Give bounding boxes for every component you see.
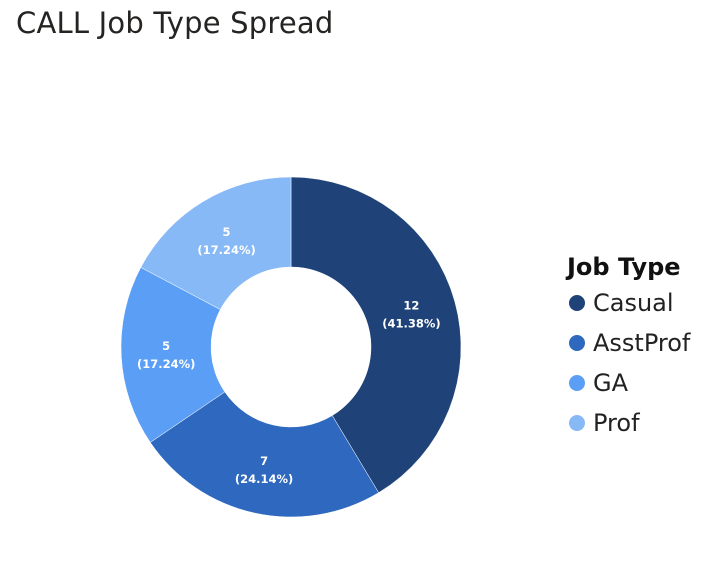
legend-dot-icon xyxy=(569,335,585,351)
legend-item-casual[interactable]: Casual xyxy=(567,283,690,323)
slice-percent-label: (41.38%) xyxy=(382,317,440,331)
legend-item-asstprof[interactable]: AsstProf xyxy=(567,323,690,363)
legend-dot-icon xyxy=(569,375,585,391)
slice-labels: 12 (41.38%) 7 (24.14%) 5 (17.24%) 5 (17.24%) xyxy=(137,225,441,486)
slice-casual[interactable] xyxy=(290,176,462,494)
legend-item-ga[interactable]: GA xyxy=(567,363,690,403)
slice-ga[interactable] xyxy=(120,267,226,443)
legend-dot-icon xyxy=(569,295,585,311)
legend-label: AsstProf xyxy=(593,329,691,357)
legend-label: Prof xyxy=(593,409,640,437)
slice-percent-label: (17.24%) xyxy=(137,357,195,371)
legend-title: Job Type xyxy=(567,253,681,281)
slice-value-label: 5 xyxy=(223,225,231,239)
legend-label: Casual xyxy=(593,289,674,317)
legend-label: GA xyxy=(593,369,629,397)
legend-item-prof[interactable]: Prof xyxy=(567,403,690,443)
slice-value-label: 5 xyxy=(162,339,170,353)
legend-items: Casual AsstProf GA Prof xyxy=(567,283,690,443)
chart-title: CALL Job Type Spread xyxy=(16,6,334,40)
slice-prof[interactable] xyxy=(140,176,292,310)
legend: Job Type Casual AsstProf GA Prof xyxy=(567,253,690,443)
slice-percent-label: (24.14%) xyxy=(235,472,293,486)
slice-value-label: 7 xyxy=(260,454,268,468)
slice-asstprof[interactable] xyxy=(149,391,379,518)
donut-slices xyxy=(120,176,462,518)
slice-percent-label: (17.24%) xyxy=(197,243,255,257)
slice-value-label: 12 xyxy=(403,299,419,313)
legend-dot-icon xyxy=(569,415,585,431)
